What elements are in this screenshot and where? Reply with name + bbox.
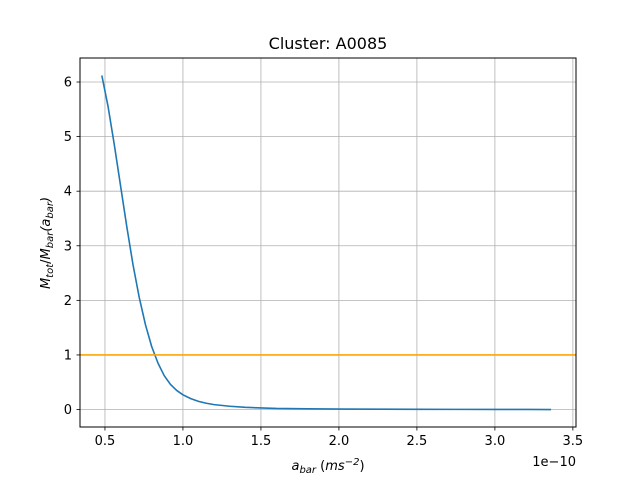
x-axis-label-var: a	[291, 459, 299, 474]
x-tick-label: 3.5	[563, 434, 584, 449]
x-tick-label: 0.5	[95, 434, 116, 449]
y-axis-label-close: )	[39, 197, 54, 203]
y-tick-label: 3	[64, 239, 72, 254]
x-axis-label-unit-close: )	[359, 459, 364, 474]
ticks: 0.5 1.0 1.5 2.0 2.5 3.0 3.5 0 1 2 3 4 5 6	[64, 76, 584, 449]
y-tick-label: 6	[64, 76, 72, 91]
x-tick-label: 1.0	[173, 434, 194, 449]
x-tick-label: 1.5	[251, 434, 272, 449]
grid	[80, 58, 576, 427]
y-tick-label: 4	[64, 185, 72, 200]
x-offset-text: 1e−10	[532, 455, 576, 470]
x-axis-label-unit: ms	[325, 459, 345, 474]
series-line	[101, 75, 552, 411]
y-tick-label: 2	[64, 294, 72, 309]
x-axis-label-unit-sup: −2	[345, 457, 360, 468]
chart-title: Cluster: A0085	[269, 34, 388, 53]
y-axis-label-m1: M	[39, 278, 54, 289]
y-axis-label: Mtot/Mbar(abar)	[39, 197, 56, 289]
x-tick-label: 3.0	[485, 434, 506, 449]
y-tick-label: 1	[64, 348, 72, 363]
x-axis-label-sub: bar	[299, 465, 316, 476]
y-axis-label-arg: (a	[39, 219, 54, 232]
y-tick-label: 5	[64, 130, 72, 145]
y-axis-label-slash: /	[39, 259, 54, 264]
x-tick-label: 2.5	[407, 434, 428, 449]
x-axis-label-unit-open: (	[316, 459, 325, 474]
x-tick-label: 2.0	[329, 434, 350, 449]
axes-frame	[79, 57, 577, 428]
y-axis-label-s2: bar	[45, 231, 56, 248]
y-axis-label-s3: bar	[45, 201, 56, 218]
y-axis-label-m2: M	[39, 248, 54, 259]
plot-area	[80, 75, 576, 411]
y-tick-label: 0	[64, 403, 72, 418]
y-axis-label-s1: tot	[45, 263, 56, 278]
x-axis-label: abar (ms−2)	[291, 457, 364, 476]
